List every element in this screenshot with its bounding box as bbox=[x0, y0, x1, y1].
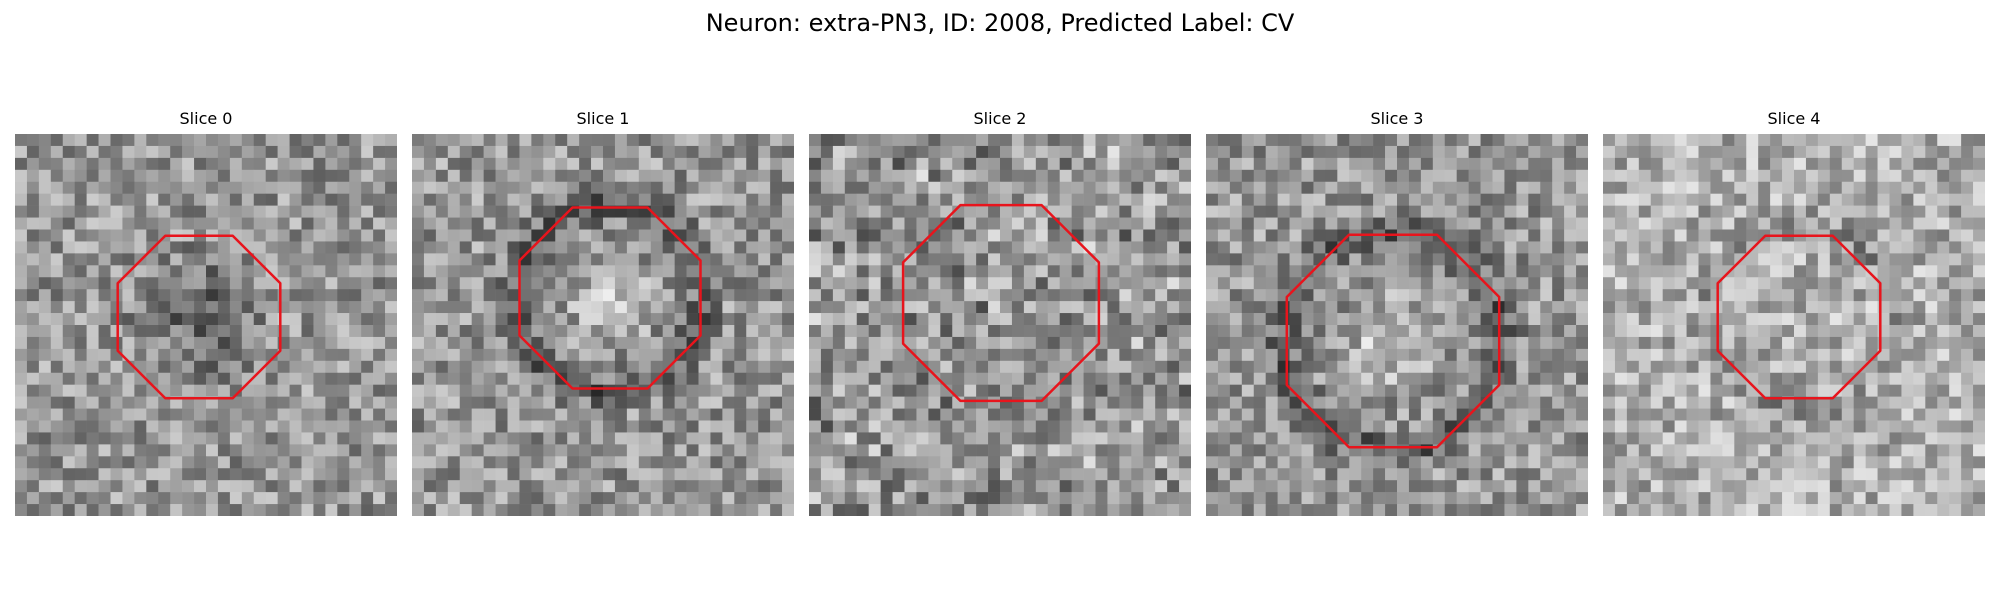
slice-title-0: Slice 0 bbox=[179, 109, 233, 128]
pixel-grid bbox=[809, 134, 1191, 516]
slice-title-3: Slice 3 bbox=[1370, 109, 1424, 128]
slice-panel-0: Slice 0 bbox=[15, 108, 397, 516]
slice-title-1: Slice 1 bbox=[576, 109, 630, 128]
slice-panel-2: Slice 2 bbox=[809, 108, 1191, 516]
slice-image-1 bbox=[412, 134, 794, 516]
slice-image-0 bbox=[15, 134, 397, 516]
roi-contour bbox=[1285, 233, 1501, 449]
slice-title-2: Slice 2 bbox=[973, 109, 1027, 128]
roi-contour bbox=[518, 206, 702, 390]
slice-panel-4: Slice 4 bbox=[1603, 108, 1985, 516]
pixel-grid bbox=[15, 134, 397, 516]
slice-image-2 bbox=[809, 134, 1191, 516]
roi-contour bbox=[116, 234, 282, 400]
pixel-grid bbox=[1206, 134, 1588, 516]
slice-image-3 bbox=[1206, 134, 1588, 516]
slice-panel-1: Slice 1 bbox=[412, 108, 794, 516]
figure-title: Neuron: extra-PN3, ID: 2008, Predicted L… bbox=[705, 9, 1295, 37]
slice-image-4 bbox=[1603, 134, 1985, 516]
slice-panel-3: Slice 3 bbox=[1206, 108, 1588, 516]
slice-title-4: Slice 4 bbox=[1767, 109, 1821, 128]
pixel-grid bbox=[412, 134, 794, 516]
roi-contour bbox=[901, 203, 1101, 403]
roi-contour bbox=[1716, 234, 1882, 400]
pixel-grid bbox=[1603, 134, 1985, 516]
